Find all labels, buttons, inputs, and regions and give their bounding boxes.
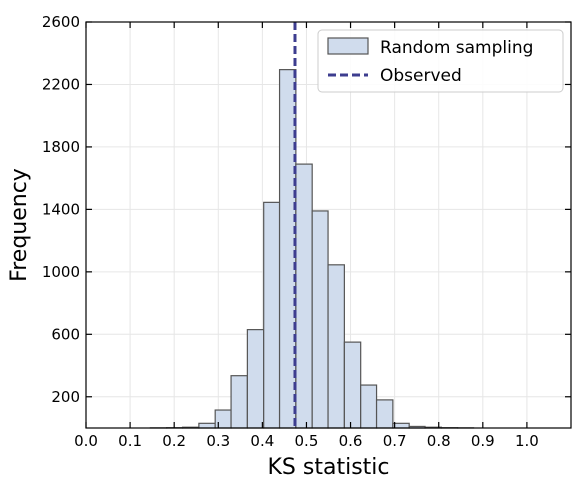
y-tick-label: 200 bbox=[51, 388, 80, 406]
plot-frame bbox=[85, 21, 572, 429]
ticks: 0.0 0.1 0.2 0.3 0.4 0.5 0.6 0.7 0.8 0.9 1.0 200 600 1… bbox=[42, 13, 571, 450]
x-tick-label: 0.1 bbox=[118, 432, 142, 450]
y-tick-label: 2200 bbox=[42, 75, 80, 93]
legend-swatch-random-sampling bbox=[327, 37, 369, 55]
x-tick-label: 0.9 bbox=[471, 432, 495, 450]
y-tick-label: 1800 bbox=[42, 138, 80, 156]
legend-box bbox=[317, 29, 564, 93]
y-tick-label: 600 bbox=[51, 325, 80, 343]
x-tick-label: 0.5 bbox=[295, 432, 319, 450]
histogram-bar bbox=[295, 163, 313, 429]
x-tick-label: 0.0 bbox=[74, 432, 98, 450]
y-tick-label: 1400 bbox=[42, 200, 80, 218]
histogram-bar bbox=[375, 399, 394, 429]
x-axis-label: KS statistic bbox=[268, 455, 390, 480]
histogram-bar bbox=[278, 69, 297, 429]
histogram-bar bbox=[246, 329, 265, 429]
histogram-bar bbox=[230, 375, 248, 429]
histogram-bar bbox=[327, 264, 345, 429]
histogram-bar bbox=[198, 422, 216, 429]
y-tick-label: 1000 bbox=[42, 263, 80, 281]
x-tick-label: 1.0 bbox=[515, 432, 539, 450]
histogram-bar bbox=[214, 409, 232, 429]
legend-label-random-sampling: Random sampling bbox=[380, 38, 533, 58]
histogram-bar bbox=[392, 422, 410, 429]
histogram-bar bbox=[311, 210, 329, 429]
histogram-bar bbox=[263, 201, 281, 429]
x-tick-label: 0.3 bbox=[206, 432, 230, 450]
x-tick-label: 0.4 bbox=[250, 432, 274, 450]
x-tick-label: 0.6 bbox=[339, 432, 363, 450]
x-tick-label: 0.2 bbox=[162, 432, 186, 450]
x-tick-label: 0.7 bbox=[383, 432, 407, 450]
y-axis-label: Frequency bbox=[7, 168, 32, 282]
y-tick-label: 2600 bbox=[42, 13, 80, 31]
histogram-bar bbox=[360, 384, 378, 429]
histogram-bar bbox=[343, 341, 362, 429]
x-tick-label: 0.8 bbox=[427, 432, 451, 450]
legend: Random sampling Observed bbox=[317, 29, 564, 93]
legend-label-observed: Observed bbox=[380, 66, 462, 86]
